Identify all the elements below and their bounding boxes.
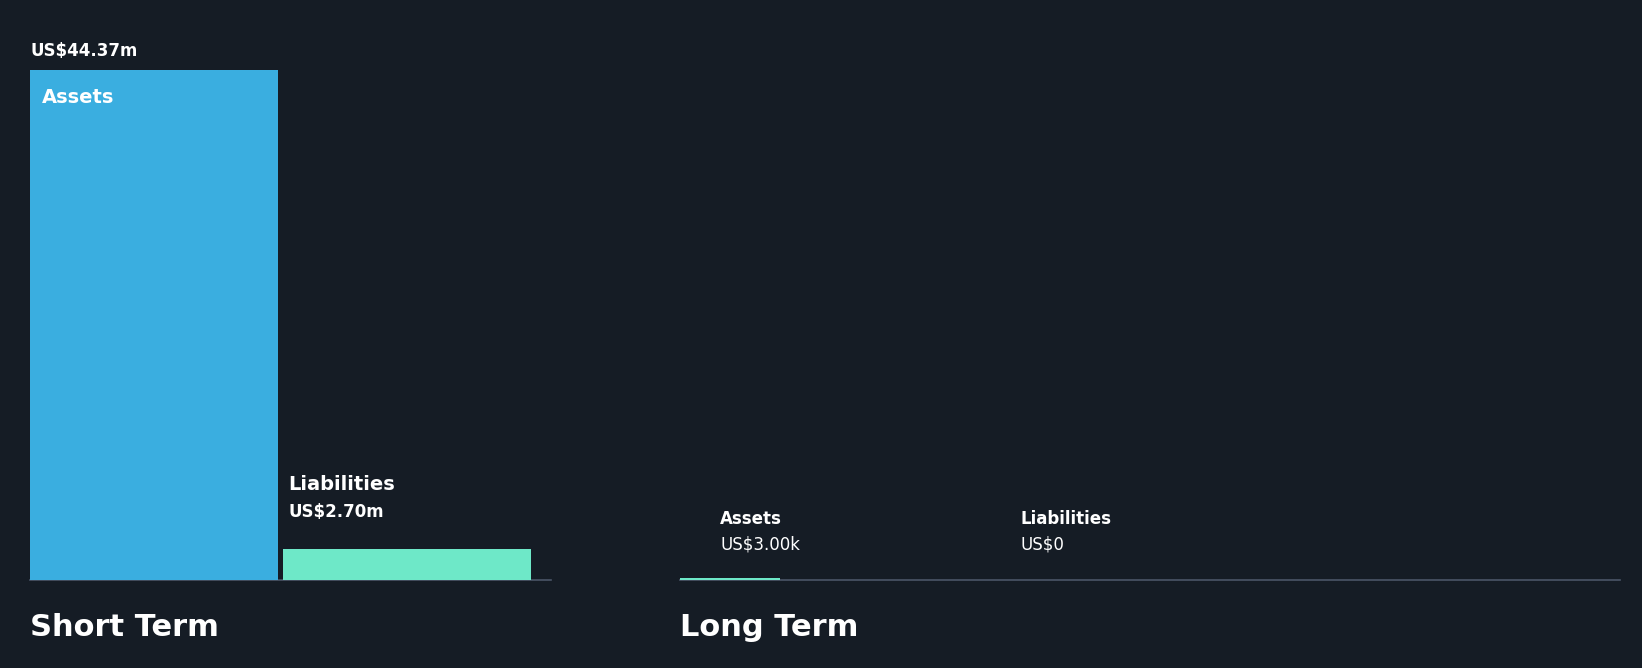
Bar <box>30 70 277 580</box>
Bar <box>282 549 530 580</box>
Text: Assets: Assets <box>43 88 115 107</box>
Bar <box>680 578 780 580</box>
Text: Assets: Assets <box>719 510 782 528</box>
Text: US$3.00k: US$3.00k <box>719 536 800 554</box>
Text: US$0: US$0 <box>1020 536 1064 554</box>
Text: Liabilities: Liabilities <box>287 475 394 494</box>
Text: US$2.70m: US$2.70m <box>287 503 384 521</box>
Text: US$44.37m: US$44.37m <box>30 42 138 60</box>
Text: Short Term: Short Term <box>30 613 218 643</box>
Text: Liabilities: Liabilities <box>1020 510 1112 528</box>
Text: Long Term: Long Term <box>680 613 859 643</box>
